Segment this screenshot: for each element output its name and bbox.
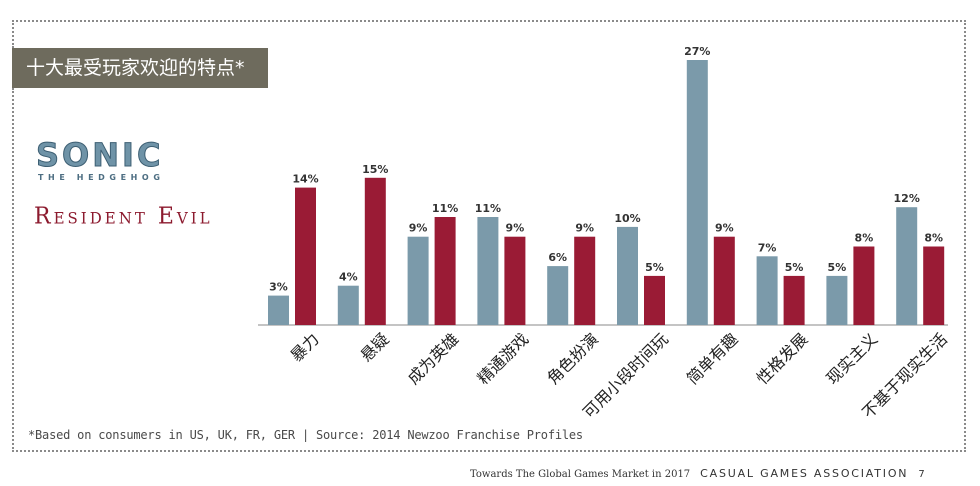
page-number: 7	[918, 469, 925, 480]
value-label-resident-evil-3: 9%	[506, 222, 525, 235]
category-label-4: 角色扮演	[543, 329, 602, 388]
bar-resident-evil-6	[713, 236, 735, 325]
sonic-logo-main: SONIC	[36, 136, 164, 174]
category-label-6: 简单有趣	[683, 329, 742, 388]
value-label-sonic-0: 3%	[269, 281, 288, 294]
value-label-sonic-2: 9%	[409, 222, 428, 235]
bar-sonic-5	[617, 226, 638, 325]
bar-resident-evil-9	[923, 246, 945, 325]
bar-sonic-3	[477, 217, 499, 325]
value-label-resident-evil-7: 5%	[785, 261, 804, 274]
bar-sonic-7	[756, 256, 778, 325]
bar-resident-evil-7	[783, 275, 805, 325]
bar-sonic-2	[407, 236, 429, 325]
value-label-sonic-6: 27%	[684, 45, 710, 58]
category-label-1: 悬疑	[357, 329, 393, 365]
bar-resident-evil-5	[644, 275, 665, 325]
slide-frame	[12, 20, 966, 452]
category-label-7: 性格发展	[753, 329, 812, 388]
bars-group	[268, 60, 945, 325]
footnote: *Based on consumers in US, UK, FR, GER |…	[28, 428, 583, 442]
footer: Towards The Global Games Market in 2017 C…	[470, 462, 966, 481]
value-label-sonic-1: 4%	[339, 271, 358, 284]
category-label-3: 精通游戏	[474, 329, 533, 388]
footer-org: CASUAL GAMES ASSOCIATION	[700, 467, 909, 480]
sonic-logo: SONIC THE HEDGEHOG	[36, 138, 165, 184]
value-label-resident-evil-6: 9%	[715, 222, 734, 235]
bar-resident-evil-1	[364, 177, 386, 325]
bar-sonic-1	[337, 285, 359, 325]
category-label-2: 成为英雄	[404, 329, 463, 388]
bar-resident-evil-8	[853, 246, 875, 325]
value-label-resident-evil-4: 9%	[575, 222, 594, 235]
bar-sonic-8	[826, 275, 848, 325]
value-label-resident-evil-9: 8%	[924, 232, 943, 245]
chart-title: 十大最受玩家欢迎的特点*	[12, 48, 268, 88]
bar-sonic-6	[686, 60, 708, 325]
bar-resident-evil-0	[295, 187, 316, 325]
value-label-resident-evil-0: 14%	[292, 173, 318, 186]
frame-left-border-bottom	[12, 88, 14, 452]
bar-resident-evil-3	[504, 236, 526, 325]
value-label-sonic-4: 6%	[548, 251, 567, 264]
frame-left-border-top	[12, 20, 14, 48]
category-label-8: 现实主义	[823, 329, 882, 388]
value-label-sonic-7: 7%	[758, 241, 777, 254]
value-label-sonic-5: 10%	[614, 212, 640, 225]
bar-resident-evil-2	[434, 217, 456, 325]
value-label-sonic-9: 12%	[894, 192, 920, 205]
bar-resident-evil-4	[574, 236, 596, 325]
value-labels-group: 3% 14% 4% 15% 9% 11% 11% 9% 6% 9% 10% 5% 27% 9% 7% 5% 5%…	[269, 45, 943, 294]
category-label-0: 暴力	[287, 329, 323, 365]
value-label-resident-evil-8: 8%	[855, 232, 874, 245]
bar-sonic-4	[547, 266, 569, 325]
value-label-resident-evil-1: 15%	[362, 163, 388, 176]
value-label-resident-evil-2: 11%	[432, 202, 458, 215]
bar-sonic-9	[896, 207, 918, 325]
value-label-sonic-3: 11%	[475, 202, 501, 215]
bar-sonic-0	[268, 295, 289, 325]
value-label-sonic-8: 5%	[828, 261, 847, 274]
footer-text: Towards The Global Games Market in 2017	[470, 469, 691, 480]
resident-evil-logo: Resident Evil	[34, 203, 213, 230]
sonic-logo-sub: THE HEDGEHOG	[38, 173, 165, 182]
value-label-resident-evil-5: 5%	[645, 261, 664, 274]
